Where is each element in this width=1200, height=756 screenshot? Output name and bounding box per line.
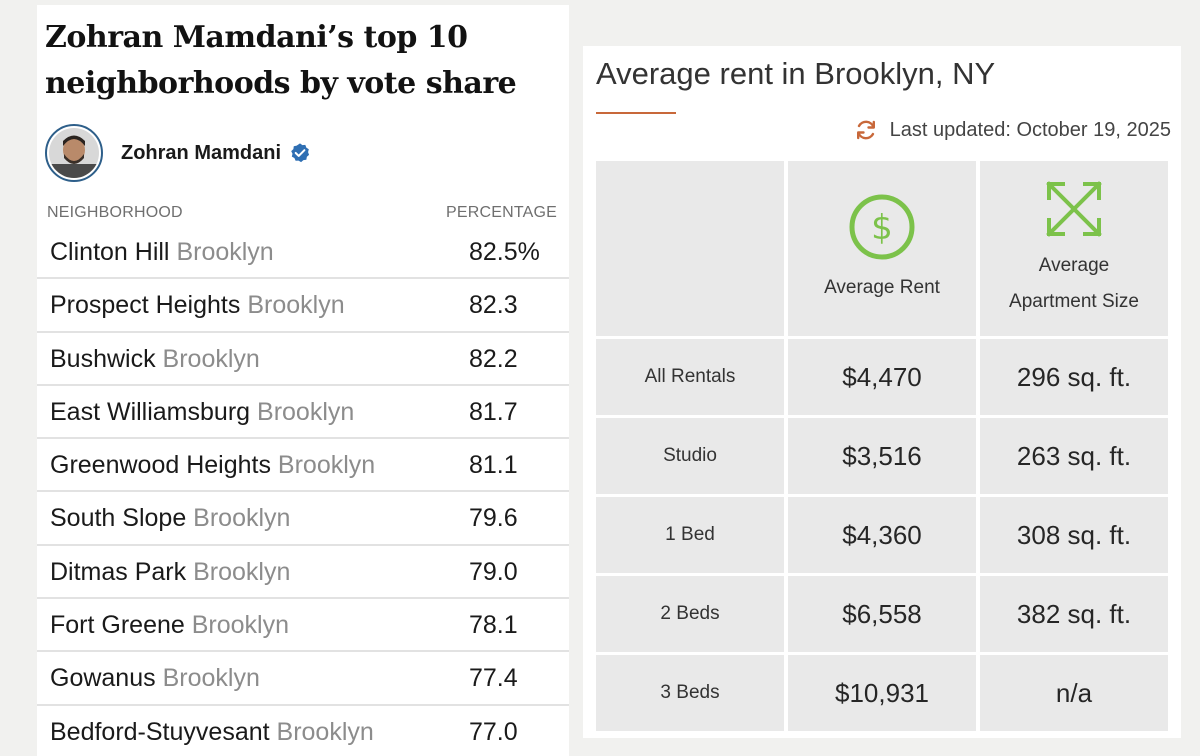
rent-table: $ Average Rent Average Apartment Size Al…	[596, 161, 1172, 738]
expand-arrows-icon	[1046, 180, 1102, 237]
header-average-size-label-1: Average	[1038, 254, 1110, 276]
size-value: n/a	[980, 655, 1168, 731]
verified-badge-icon	[291, 143, 310, 163]
rent-value: $4,360	[788, 497, 976, 573]
neighborhood-cell: Bedford-Stuyvesant Brooklyn	[50, 706, 374, 756]
size-value: 382 sq. ft.	[980, 576, 1168, 652]
borough-name: Brooklyn	[193, 557, 291, 586]
percentage-value: 77.0	[469, 717, 518, 746]
borough-name: Brooklyn	[162, 664, 260, 693]
row-label: Studio	[596, 418, 784, 494]
neighborhood-name: Bedford-Stuyvesant	[50, 717, 270, 746]
row-label: All Rentals	[596, 339, 784, 415]
neighborhood-name: Clinton Hill	[50, 238, 170, 266]
rent-value: $6,558	[788, 576, 976, 652]
dollar-circle-icon: $	[849, 194, 915, 259]
rent-value: $3,516	[788, 418, 976, 494]
size-value: 308 sq. ft.	[980, 497, 1168, 573]
rent-value: $10,931	[788, 655, 976, 731]
avatar[interactable]	[45, 124, 103, 182]
header-average-size: Average Apartment Size	[980, 161, 1168, 336]
title-line-1: Zohran Mamdani’s top 10	[45, 20, 468, 55]
percentage-value: 82.2	[469, 344, 518, 373]
user-avatar	[49, 128, 99, 178]
column-header-percentage: PERCENTAGE	[446, 204, 558, 221]
svg-text:$: $	[871, 208, 893, 248]
table-row: Gowanus Brooklyn 77.4	[37, 652, 569, 706]
neighborhood-cell: Bushwick Brooklyn	[50, 333, 260, 385]
vote-share-panel: Zohran Mamdani’s top 10 neighborhoods by…	[37, 5, 569, 756]
table-row: Prospect Heights Brooklyn 82.3	[37, 279, 569, 333]
borough-name: Brooklyn	[191, 611, 289, 640]
percentage-value: 82.5%	[469, 238, 540, 266]
neighborhood-name: East Williamsburg	[50, 397, 251, 426]
header-average-size-label-2: Apartment Size	[1009, 290, 1139, 312]
title-line-2: neighborhoods by vote share	[45, 66, 517, 101]
header-average-rent: $ Average Rent	[788, 161, 976, 336]
table-row: South Slope Brooklyn 79.6	[37, 492, 569, 546]
percentage-value: 79.6	[469, 504, 518, 533]
neighborhood-name: Ditmas Park	[50, 557, 187, 586]
refresh-icon	[856, 120, 875, 140]
table-row: East Williamsburg Brooklyn 81.7	[37, 386, 569, 440]
neighborhood-cell: Fort Greene Brooklyn	[50, 599, 289, 651]
borough-name: Brooklyn	[276, 717, 374, 746]
table-row: Ditmas Park Brooklyn 79.0	[37, 546, 569, 600]
neighborhood-cell: Greenwood Heights Brooklyn	[50, 439, 375, 491]
neighborhood-cell: Clinton Hill Brooklyn	[50, 226, 274, 278]
table-row: Clinton Hill Brooklyn 82.5%	[37, 226, 569, 280]
percentage-value: 79.0	[469, 557, 518, 586]
row-label: 2 Beds	[596, 576, 784, 652]
borough-name: Brooklyn	[277, 451, 376, 480]
header-average-rent-label: Average Rent	[824, 276, 940, 298]
last-updated: Last updated: October 19, 2025	[854, 118, 1171, 142]
neighborhood-cell: Ditmas Park Brooklyn	[50, 546, 290, 598]
neighborhood-cell: East Williamsburg Brooklyn	[50, 386, 354, 438]
neighborhood-name: Prospect Heights	[50, 291, 241, 320]
last-updated-text: Last updated: October 19, 2025	[889, 118, 1171, 141]
header-empty-cell	[596, 161, 784, 336]
borough-name: Brooklyn	[193, 504, 291, 533]
neighborhood-name: Fort Greene	[50, 611, 185, 640]
neighborhood-name: Bushwick	[50, 344, 156, 373]
borough-name: Brooklyn	[162, 344, 260, 373]
vote-share-title: Zohran Mamdani’s top 10 neighborhoods by…	[45, 15, 565, 107]
size-value: 263 sq. ft.	[980, 418, 1168, 494]
table-row: Bushwick Brooklyn 82.2	[37, 333, 569, 386]
table-row: Greenwood Heights Brooklyn 81.1	[37, 439, 569, 493]
borough-name: Brooklyn	[257, 397, 355, 426]
row-label: 1 Bed	[596, 497, 784, 573]
borough-name: Brooklyn	[247, 291, 345, 320]
neighborhood-cell: Prospect Heights Brooklyn	[50, 279, 345, 331]
rent-value: $4,470	[788, 339, 976, 415]
title-underline	[596, 112, 676, 114]
table-row: Bedford-Stuyvesant Brooklyn 77.0	[37, 706, 569, 756]
percentage-value: 81.7	[469, 397, 518, 426]
column-header-neighborhood: NEIGHBORHOOD	[47, 204, 183, 221]
percentage-value: 78.1	[469, 611, 518, 640]
size-value: 296 sq. ft.	[980, 339, 1168, 415]
neighborhood-name: South Slope	[50, 504, 187, 533]
neighborhood-cell: South Slope Brooklyn	[50, 492, 290, 544]
borough-name: Brooklyn	[176, 238, 274, 266]
neighborhood-name: Gowanus	[50, 664, 156, 693]
percentage-value: 77.4	[469, 664, 518, 693]
neighborhood-name: Greenwood Heights	[50, 451, 271, 480]
table-row: Fort Greene Brooklyn 78.1	[37, 599, 569, 653]
percentage-value: 81.1	[469, 451, 518, 480]
author-byline[interactable]: Zohran Mamdani	[45, 121, 311, 185]
rent-title: Average rent in Brooklyn, NY	[596, 56, 996, 91]
vote-share-table: Clinton Hill Brooklyn 82.5% Prospect Hei…	[37, 226, 569, 756]
rent-panel: Average rent in Brooklyn, NY Last update…	[583, 46, 1181, 738]
row-label: 3 Beds	[596, 655, 784, 731]
author-name[interactable]: Zohran Mamdani	[121, 141, 282, 164]
neighborhood-cell: Gowanus Brooklyn	[50, 652, 260, 704]
percentage-value: 82.3	[469, 291, 518, 320]
